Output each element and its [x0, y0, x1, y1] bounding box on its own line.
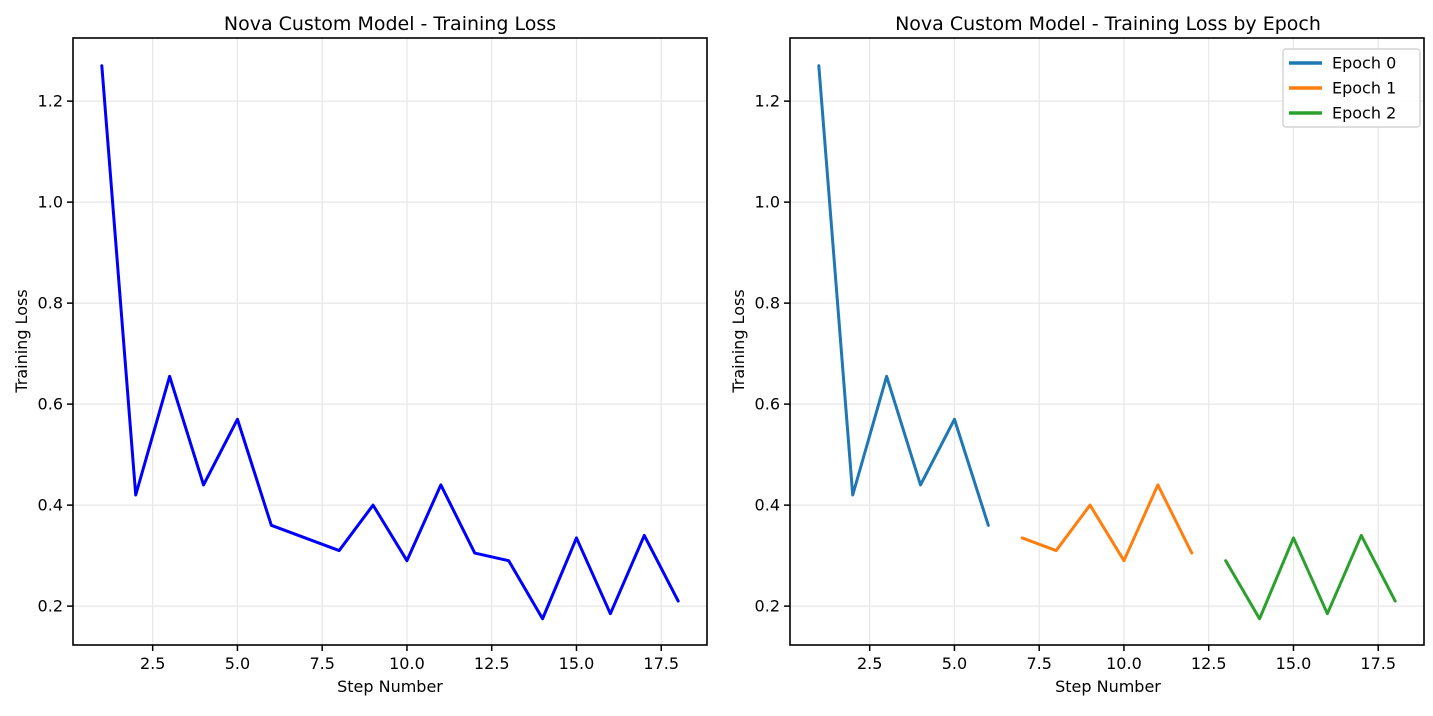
legend-label: Epoch 0	[1332, 54, 1396, 73]
x-tick-label: 2.5	[857, 654, 882, 673]
series-line	[1224, 533, 1397, 621]
right-chart-canvas: 2.5 5.0 7.5 10.0 12.5 15.0 17.5 0.2 0.4 0.6 0.8 1.0…	[729, 13, 1425, 696]
x-tick-label: 5.0	[942, 654, 967, 673]
legend-box	[1282, 48, 1421, 128]
x-tick-label: 7.5	[1026, 654, 1051, 673]
series-line	[1020, 483, 1194, 563]
right-chart: 2.5 5.0 7.5 10.0 12.5 15.0 17.5 0.2 0.4 0.6 0.8 1.0…	[717, 0, 1433, 716]
y-tick-label: 0.2	[38, 597, 63, 616]
x-tick-label: 10.0	[1106, 654, 1142, 673]
y-tick-label: 0.6	[38, 395, 63, 414]
right-chart-ylabel: Training Loss	[729, 289, 748, 393]
x-tick-label: 10.0	[389, 654, 425, 673]
left-chart-ylabel: Training Loss	[12, 289, 31, 393]
y-tick-label: 1.2	[38, 92, 63, 111]
x-tick-label: 12.5	[1191, 654, 1227, 673]
right-plot-layer: 2.5 5.0 7.5 10.0 12.5 15.0 17.5 0.2 0.4 0.6 0.8 1.0…	[755, 37, 1425, 673]
y-tick-label: 0.4	[755, 496, 780, 515]
y-tick-label: 0.4	[38, 496, 63, 515]
x-tick-label: 12.5	[474, 654, 510, 673]
x-tick-label: 2.5	[140, 654, 165, 673]
left-chart-title: Nova Custom Model - Training Loss	[224, 13, 556, 35]
x-tick-label: 7.5	[309, 654, 334, 673]
series-line	[100, 64, 680, 621]
y-tick-label: 0.8	[38, 294, 63, 313]
left-plot-layer: 2.5 5.0 7.5 10.0 12.5 15.0 17.5 0.2 0.4 0.6 0.8 1.0…	[38, 37, 708, 673]
y-tick-label: 1.0	[38, 193, 63, 212]
x-tick-label: 5.0	[225, 654, 250, 673]
legend-label: Epoch 2	[1332, 104, 1396, 123]
right-chart-xlabel: Step Number	[1055, 677, 1161, 696]
y-tick-label: 1.0	[755, 193, 780, 212]
series-line	[817, 64, 990, 527]
x-tick-label: 17.5	[643, 654, 679, 673]
x-tick-label: 17.5	[1360, 654, 1396, 673]
axes-spines	[72, 37, 708, 646]
left-chart-canvas: 2.5 5.0 7.5 10.0 12.5 15.0 17.5 0.2 0.4 0.6 0.8 1.0…	[12, 13, 708, 696]
left-chart: 2.5 5.0 7.5 10.0 12.5 15.0 17.5 0.2 0.4 0.6 0.8 1.0…	[0, 0, 716, 716]
right-chart-title: Nova Custom Model - Training Loss by Epo…	[895, 13, 1321, 35]
legend: Epoch 0 Epoch 1 Epoch 2	[1282, 48, 1421, 128]
y-tick-label: 0.8	[755, 294, 780, 313]
x-tick-label: 15.0	[1276, 654, 1312, 673]
y-tick-label: 1.2	[755, 92, 780, 111]
y-tick-label: 0.6	[755, 395, 780, 414]
legend-label: Epoch 1	[1332, 79, 1396, 98]
y-tick-label: 0.2	[755, 597, 780, 616]
x-tick-label: 15.0	[559, 654, 595, 673]
left-chart-xlabel: Step Number	[337, 677, 443, 696]
axes-spines	[789, 37, 1425, 646]
